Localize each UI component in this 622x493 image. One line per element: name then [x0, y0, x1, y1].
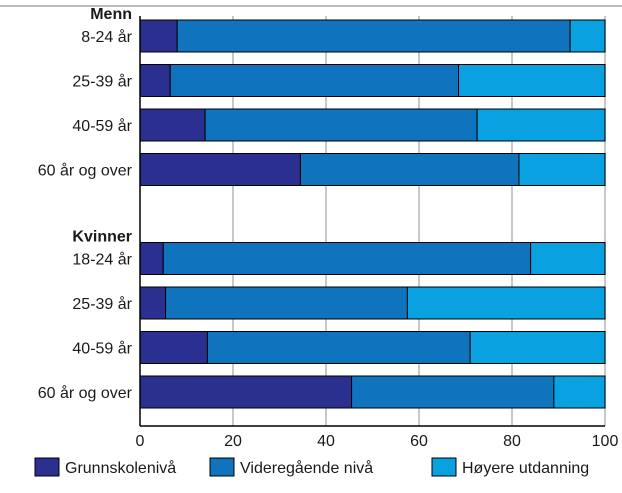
legend-label: Høyere utdanning	[462, 460, 589, 477]
x-tick-label: 20	[224, 433, 242, 450]
legend-label: Videregående nivå	[240, 459, 373, 477]
category-label: 60 år og over	[38, 162, 133, 180]
category-label: 40-59 år	[72, 117, 132, 135]
bar-segment	[162, 242, 532, 275]
x-tick-label: 0	[136, 433, 145, 450]
bar-segment	[139, 331, 208, 364]
bar-segment	[169, 64, 460, 97]
category-label: 60 år og over	[38, 384, 133, 402]
bar-segment	[139, 153, 301, 186]
group-label: Menn	[90, 6, 132, 23]
bar-segment	[139, 286, 167, 320]
bar-segment	[139, 242, 164, 275]
bar-segment	[139, 375, 353, 409]
category-label: 25-39 år	[72, 73, 132, 91]
bar-segment	[569, 19, 606, 53]
bar-segment	[176, 19, 571, 53]
bar-segment	[139, 108, 206, 142]
bar-segment	[139, 19, 178, 53]
category-label: 18-24 år	[72, 251, 132, 269]
legend-swatch	[34, 457, 60, 477]
legend-swatch	[431, 457, 457, 477]
category-label: 40-59 år	[72, 340, 132, 358]
bar-segment	[553, 375, 606, 409]
bar-segment	[476, 108, 606, 142]
legend-swatch	[209, 457, 235, 477]
x-tick-label: 40	[317, 433, 335, 450]
bar-segment	[469, 331, 606, 364]
legend-label: Grunnskolenivå	[65, 459, 176, 477]
category-label: 25-39 år	[72, 295, 132, 313]
bar-segment	[518, 153, 606, 186]
x-tick-label: 60	[410, 433, 428, 450]
category-label: 8-24 år	[81, 28, 132, 46]
bar-segment	[139, 64, 171, 97]
bar-segment	[206, 331, 471, 364]
bar-segment	[204, 108, 478, 142]
x-tick-label: 80	[503, 433, 521, 450]
x-tick-label: 100	[592, 433, 619, 450]
bar-segment	[351, 375, 555, 409]
bar-segment	[458, 64, 606, 97]
bar-segment	[406, 286, 606, 320]
group-label: Kvinner	[72, 229, 132, 246]
bar-segment	[299, 153, 520, 186]
bar-segment	[530, 242, 606, 275]
bar-segment	[165, 286, 408, 320]
